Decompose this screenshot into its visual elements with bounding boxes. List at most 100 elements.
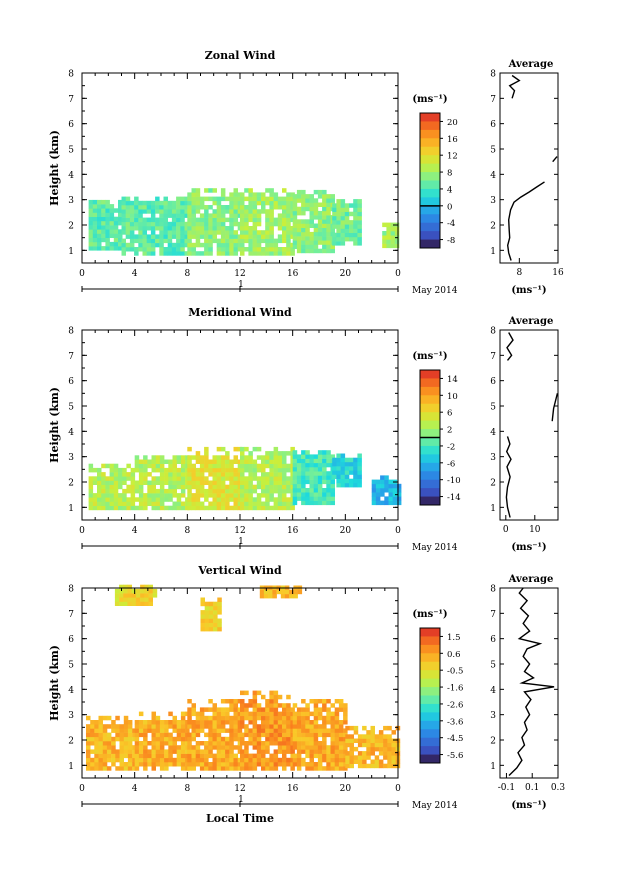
heatmap-cell bbox=[322, 703, 327, 708]
average-x-tick-label: 10 bbox=[529, 525, 541, 535]
heatmap-cell bbox=[273, 472, 279, 477]
heatmap-cell bbox=[229, 217, 234, 223]
heatmap-cell bbox=[220, 741, 226, 746]
heatmap-cell bbox=[334, 741, 340, 746]
heatmap-cell bbox=[244, 463, 249, 469]
heatmap-cell bbox=[340, 224, 346, 229]
colorbar-segment bbox=[420, 754, 440, 764]
colorbar-segment bbox=[420, 678, 440, 688]
heatmap-cell bbox=[159, 467, 165, 473]
heatmap-cell bbox=[237, 242, 243, 248]
heatmap-cell bbox=[195, 209, 201, 214]
heatmap-cell bbox=[151, 757, 156, 763]
heatmap-cell bbox=[180, 757, 186, 763]
heatmap-cell bbox=[248, 720, 253, 725]
heatmap-cell bbox=[290, 251, 295, 256]
heatmap-cell bbox=[216, 505, 222, 511]
heatmap-cell bbox=[146, 217, 152, 223]
heatmap-cell bbox=[109, 212, 115, 217]
heatmap-cell bbox=[180, 467, 186, 473]
heatmap-cell bbox=[265, 497, 270, 502]
heatmap-cell bbox=[326, 223, 331, 228]
heatmap-cell bbox=[195, 251, 201, 256]
heatmap-cell bbox=[220, 753, 226, 759]
heatmap-cell bbox=[357, 211, 362, 217]
heatmap-cell bbox=[252, 732, 258, 738]
heatmap-cell bbox=[343, 766, 348, 771]
heatmap-cell bbox=[132, 728, 137, 733]
heatmap-cell bbox=[292, 492, 298, 497]
heatmap-cell bbox=[180, 741, 186, 746]
heatmap-cell bbox=[309, 454, 314, 459]
heatmap-cell bbox=[277, 694, 283, 700]
heatmap-cell bbox=[180, 480, 186, 485]
heatmap-cell bbox=[305, 496, 310, 501]
heatmap-cell bbox=[290, 753, 295, 759]
heatmap-cell bbox=[313, 488, 319, 493]
colorbar-segment bbox=[420, 231, 440, 240]
heatmap-cell bbox=[252, 745, 258, 750]
heatmap-cell bbox=[382, 243, 387, 249]
heatmap-cell bbox=[229, 205, 234, 210]
heatmap-cell bbox=[286, 484, 291, 490]
heatmap-cell bbox=[244, 741, 249, 746]
y-tick-label: 7 bbox=[68, 610, 74, 620]
heatmap-cell bbox=[118, 212, 123, 217]
heatmap-cell bbox=[204, 459, 209, 464]
heatmap-cell bbox=[167, 205, 173, 210]
heatmap-cell bbox=[191, 213, 196, 218]
heatmap-cell bbox=[168, 753, 173, 759]
heatmap-cell bbox=[97, 220, 102, 226]
colorbar-segment bbox=[420, 628, 440, 637]
heatmap-cell bbox=[322, 732, 327, 738]
heatmap-cell bbox=[252, 762, 258, 767]
heatmap-cell bbox=[151, 480, 156, 485]
heatmap-cell bbox=[212, 476, 217, 481]
heatmap-cell bbox=[212, 707, 217, 712]
heatmap-cell bbox=[212, 493, 217, 498]
heatmap-cell bbox=[353, 241, 358, 246]
heatmap-cell bbox=[265, 196, 270, 202]
heatmap-cell bbox=[290, 476, 295, 481]
heatmap-cell bbox=[256, 753, 262, 759]
heatmap-cell bbox=[143, 459, 148, 464]
heatmap-cell bbox=[212, 238, 217, 244]
heatmap-cell bbox=[252, 196, 258, 202]
heatmap-cell bbox=[357, 461, 362, 467]
heatmap-cell bbox=[383, 763, 388, 769]
heatmap-cell bbox=[118, 199, 123, 205]
heatmap-cell bbox=[97, 246, 102, 251]
heatmap-cell bbox=[338, 762, 344, 767]
heatmap-cell bbox=[269, 247, 274, 252]
heatmap-cell bbox=[180, 242, 185, 248]
heatmap-cell bbox=[256, 724, 262, 729]
heatmap-cell bbox=[150, 226, 156, 231]
heatmap-cell bbox=[127, 741, 133, 746]
heatmap-cell bbox=[138, 467, 144, 473]
heatmap-cell bbox=[305, 479, 310, 485]
heatmap-cell bbox=[88, 237, 94, 243]
heatmap-cell bbox=[301, 720, 306, 725]
heatmap-cell bbox=[86, 736, 91, 742]
heatmap-cell bbox=[290, 762, 295, 767]
average-frame bbox=[499, 72, 559, 264]
heatmap-cell bbox=[208, 221, 213, 227]
heatmap-cell bbox=[159, 745, 165, 750]
heatmap-cell bbox=[105, 216, 110, 222]
heatmap-cell bbox=[220, 234, 226, 239]
heatmap-cell bbox=[138, 484, 144, 490]
heatmap-cell bbox=[248, 732, 253, 738]
heatmap-cell bbox=[180, 488, 186, 494]
heatmap-cell bbox=[332, 207, 337, 212]
heatmap-cell bbox=[380, 479, 385, 485]
heatmap-cell bbox=[143, 753, 148, 759]
heatmap-cell bbox=[322, 707, 327, 712]
average-x-tick-label: 16 bbox=[552, 268, 564, 278]
heatmap-cell bbox=[176, 749, 182, 754]
heatmap-cell bbox=[252, 497, 258, 502]
heatmap-cell bbox=[296, 488, 302, 493]
heatmap-cell bbox=[261, 757, 266, 763]
heatmap-cell bbox=[176, 501, 182, 506]
heatmap-cell bbox=[353, 203, 358, 208]
heatmap-cell bbox=[344, 207, 350, 212]
